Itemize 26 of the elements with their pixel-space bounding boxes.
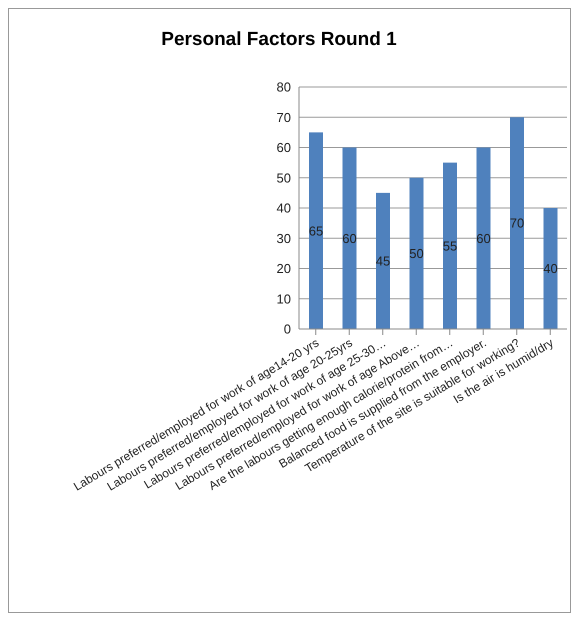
bar	[376, 192, 390, 329]
y-tick-label: 10	[276, 291, 291, 306]
bar	[476, 148, 490, 329]
bar	[544, 208, 558, 329]
y-tick-label: 50	[276, 170, 291, 186]
data-label: 45	[376, 254, 390, 269]
chart-title: Personal Factors Round 1	[161, 29, 397, 50]
data-label: 50	[409, 246, 424, 261]
bar	[410, 178, 424, 329]
y-tick-label: 60	[276, 140, 291, 156]
y-tick-label: 20	[276, 261, 291, 276]
data-label: 60	[342, 230, 357, 246]
y-tick-label: 30	[276, 230, 291, 246]
data-label: 60	[476, 230, 491, 246]
bar	[342, 148, 356, 329]
data-label: 70	[510, 216, 524, 231]
y-tick-label: 70	[276, 110, 291, 125]
y-tick-label: 0	[284, 322, 291, 337]
data-label: 40	[543, 261, 558, 276]
bar	[309, 132, 323, 329]
y-tick-label: 80	[276, 80, 291, 95]
data-label: 65	[308, 223, 324, 238]
bar	[443, 162, 457, 329]
data-label: 55	[442, 238, 458, 254]
y-tick-label: 40	[276, 200, 291, 216]
bar	[510, 117, 524, 329]
